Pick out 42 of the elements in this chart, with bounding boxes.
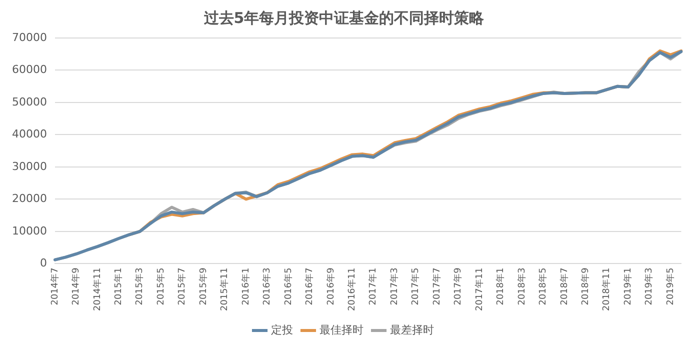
legend-label: 最差择时 [390, 323, 434, 336]
y-tick-label: 30000 [12, 160, 47, 173]
x-tick-label: 2016年3 [262, 268, 273, 306]
y-tick-label: 50000 [12, 95, 47, 108]
x-tick-label: 2018年5 [538, 268, 549, 306]
x-tick-label: 2017年11 [474, 268, 485, 312]
y-tick-label: 20000 [12, 192, 47, 206]
x-tick-label: 2014年9 [70, 267, 82, 306]
x-tick-label: 2016年1 [240, 268, 252, 306]
y-tick-label: 60000 [12, 63, 47, 76]
x-tick-label: 2018年3 [516, 268, 528, 306]
x-tick-label: 2014年11 [92, 268, 103, 312]
x-tick-label: 2018年9 [580, 267, 592, 306]
x-tick-label: 2017年9 [452, 267, 464, 306]
legend-label: 定投 [270, 323, 293, 336]
x-tick-label: 2018年1 [495, 268, 506, 306]
x-tick-label: 2015年5 [155, 268, 166, 306]
x-tick-label: 2015年1 [113, 268, 124, 306]
y-tick-label: 10000 [12, 224, 47, 238]
chart-title: 过去5年每月投资中证基金的不同择时策略 [202, 8, 486, 27]
x-tick-label: 2016年5 [282, 268, 294, 306]
y-tick-label: 40000 [12, 128, 47, 141]
x-tick-label: 2017年5 [410, 268, 422, 306]
legend-label: 最佳择时 [319, 323, 364, 336]
x-tick-label: 2018年11 [601, 268, 612, 312]
x-tick-label: 2018年7 [558, 268, 570, 306]
x-tick-label: 2019年1 [622, 268, 634, 306]
x-tick-label: 2015年7 [176, 268, 188, 306]
y-tick-label: 0 [40, 256, 47, 270]
x-tick-label: 2017年1 [368, 268, 379, 306]
x-tick-label: 2017年3 [388, 268, 400, 306]
x-tick-label: 2015年9 [198, 267, 209, 306]
x-tick-label: 2016年9 [325, 267, 336, 306]
y-tick-label: 70000 [12, 30, 47, 44]
x-tick-label: 2015年11 [219, 268, 230, 312]
x-tick-label: 2016年7 [304, 268, 316, 306]
x-tick-label: 2015年3 [134, 268, 146, 306]
x-tick-label: 2017年7 [431, 268, 442, 306]
x-tick-label: 2016年11 [346, 268, 358, 312]
x-tick-label: 2019年3 [644, 268, 655, 306]
x-tick-label: 2019年5 [664, 268, 676, 306]
x-tick-label: 2014年7 [49, 268, 60, 306]
